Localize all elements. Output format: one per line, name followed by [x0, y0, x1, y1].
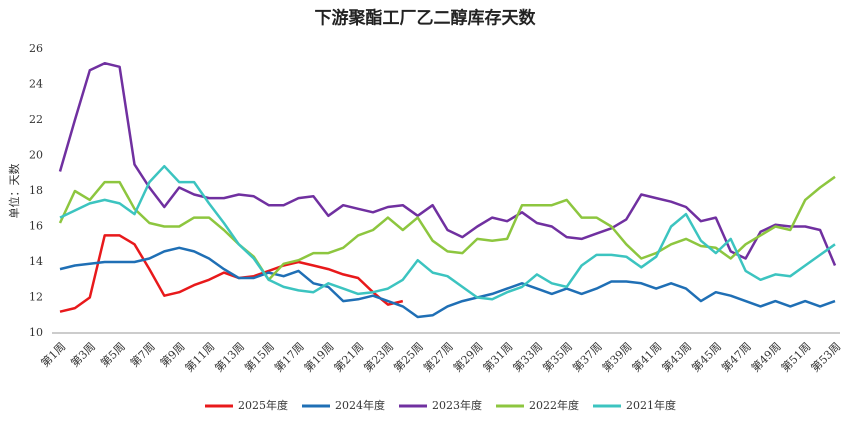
- x-tick-label: 第37周: [569, 339, 604, 374]
- chart-title: 下游聚酯工厂乙二醇库存天数: [315, 8, 537, 29]
- y-tick-label: 26: [29, 42, 43, 55]
- x-tick-label: 第19周: [301, 339, 336, 374]
- y-axis-label: 单位：天数: [7, 164, 21, 219]
- legend-label: 2021年度: [626, 398, 676, 412]
- x-tick-label: 第53周: [808, 339, 843, 374]
- x-tick-label: 第43周: [659, 339, 694, 374]
- x-tick-label: 第13周: [212, 339, 247, 374]
- x-tick-label: 第45周: [689, 339, 724, 374]
- x-tick-label: 第47周: [718, 339, 753, 374]
- series-line: [58, 61, 837, 266]
- series-line: [58, 175, 836, 282]
- x-tick-label: 第21周: [331, 339, 366, 374]
- series-line: [59, 246, 836, 319]
- x-tick-label: 第17周: [271, 339, 306, 374]
- x-tick-label: 第29周: [450, 339, 485, 374]
- legend-label: 2025年度: [238, 398, 288, 412]
- y-tick-label: 14: [29, 255, 43, 268]
- y-tick-label: 10: [29, 326, 43, 339]
- legend-label: 2023年度: [432, 398, 482, 412]
- x-tick-label: 第23周: [361, 339, 396, 374]
- y-tick-label: 20: [29, 149, 43, 162]
- y-tick-label: 18: [29, 184, 43, 197]
- x-tick-label: 第41周: [629, 339, 664, 374]
- legend-label: 2022年度: [529, 398, 579, 412]
- series-line: [59, 234, 404, 313]
- legend-label: 2024年度: [335, 398, 385, 412]
- x-tick-label: 第39周: [599, 339, 634, 374]
- x-tick-label: 第35周: [540, 339, 575, 374]
- x-tick-label: 第15周: [242, 339, 277, 374]
- x-tick-label: 第1周: [38, 339, 68, 369]
- y-tick-label: 12: [29, 291, 43, 304]
- y-tick-label: 24: [29, 78, 43, 91]
- x-tick-label: 第25周: [391, 339, 426, 374]
- x-tick-label: 第31周: [480, 339, 515, 374]
- x-tick-label: 第11周: [182, 339, 217, 374]
- x-tick-label: 第51周: [778, 339, 813, 374]
- series-line: [59, 164, 836, 301]
- x-tick-label: 第3周: [68, 339, 98, 369]
- x-tick-label: 第33周: [510, 339, 545, 374]
- x-tick-label: 第5周: [97, 339, 127, 369]
- x-tick-label: 第49周: [748, 339, 783, 374]
- x-tick-label: 第27周: [420, 339, 455, 374]
- x-tick-label: 第7周: [127, 339, 157, 369]
- y-tick-label: 16: [29, 220, 43, 233]
- y-tick-label: 22: [29, 113, 43, 126]
